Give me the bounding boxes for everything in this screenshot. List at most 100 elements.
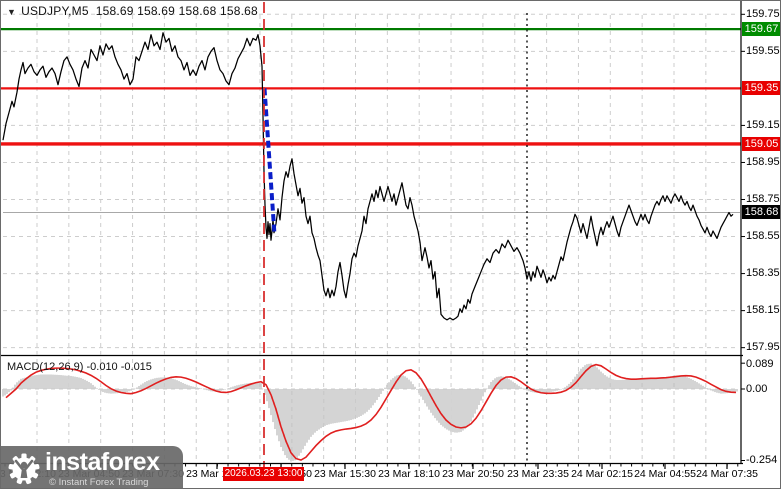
macd-histogram-bar bbox=[186, 384, 188, 389]
macd-histogram-bar bbox=[458, 389, 460, 433]
macd-histogram-bar bbox=[582, 366, 584, 389]
macd-histogram-bar bbox=[188, 385, 190, 389]
macd-histogram-bar bbox=[590, 363, 592, 389]
macd-histogram-bar bbox=[80, 377, 82, 389]
macd-histogram-bar bbox=[324, 389, 326, 426]
macd-histogram-bar bbox=[488, 385, 490, 389]
macd-histogram-bar bbox=[478, 389, 480, 406]
macd-histogram-bar bbox=[292, 389, 294, 461]
macd-histogram-bar bbox=[330, 389, 332, 424]
macd-histogram-bar bbox=[38, 374, 40, 389]
macd-histogram-bar bbox=[414, 386, 416, 389]
macd-histogram-bar bbox=[56, 374, 58, 389]
macd-histogram-bar bbox=[52, 374, 54, 389]
macd-histogram-bar bbox=[310, 389, 312, 437]
macd-histogram-bar bbox=[526, 389, 528, 391]
macd-histogram-bar bbox=[616, 380, 618, 389]
chart-menu-triangle-icon[interactable]: ▼ bbox=[7, 7, 17, 17]
macd-histogram-bar bbox=[400, 374, 402, 389]
macd-histogram-bar bbox=[580, 368, 582, 389]
macd-histogram-bar bbox=[614, 379, 616, 389]
macd-histogram-bar bbox=[592, 364, 594, 389]
macd-histogram-bar bbox=[622, 379, 624, 389]
macd-histogram-bar bbox=[666, 377, 668, 389]
macd-histogram-bar bbox=[596, 367, 598, 389]
macd-histogram-bar bbox=[74, 376, 76, 389]
macd-histogram-bar bbox=[194, 387, 196, 389]
price-badge: 159.35 bbox=[742, 81, 780, 96]
macd-histogram-bar bbox=[524, 389, 526, 390]
macd-histogram-bar bbox=[118, 389, 120, 394]
macd-histogram-bar bbox=[374, 389, 376, 403]
macd-histogram-bar bbox=[110, 389, 112, 394]
macd-histogram-bar bbox=[640, 378, 642, 389]
macd-histogram-bar bbox=[624, 379, 626, 389]
macd-histogram-bar bbox=[476, 389, 478, 410]
macd-histogram-bar bbox=[158, 377, 160, 389]
macd-histogram-bar bbox=[164, 377, 166, 389]
watermark-copyright: © Instant Forex Trading bbox=[49, 477, 149, 488]
macd-histogram-bar bbox=[386, 384, 388, 389]
macd-histogram-bar bbox=[304, 389, 306, 446]
macd-histogram-bar bbox=[412, 384, 414, 389]
macd-histogram-bar bbox=[106, 389, 108, 394]
macd-histogram-bar bbox=[228, 388, 230, 389]
macd-histogram-bar bbox=[420, 389, 422, 397]
time-axis-label: 24 Mar 02:15 bbox=[571, 468, 633, 480]
macd-histogram-bar bbox=[68, 375, 70, 389]
time-axis-label: 24 Mar 04:55 bbox=[634, 468, 696, 480]
macd-histogram-bar bbox=[492, 380, 494, 389]
macd-histogram-bar bbox=[716, 389, 718, 393]
macd-histogram-bar bbox=[402, 375, 404, 389]
macd-histogram-bar bbox=[462, 389, 464, 431]
macd-histogram-bar bbox=[550, 389, 552, 392]
macd-histogram-bar bbox=[626, 379, 628, 389]
macd-histogram-bar bbox=[470, 389, 472, 422]
macd-histogram-bar bbox=[238, 384, 240, 389]
macd-histogram-bar bbox=[652, 378, 654, 389]
macd-histogram-bar bbox=[352, 389, 354, 420]
macd-histogram-bar bbox=[290, 389, 292, 462]
macd-histogram-bar bbox=[138, 386, 140, 389]
macd-histogram-bar bbox=[162, 377, 164, 389]
macd-histogram-bar bbox=[672, 375, 674, 389]
macd-histogram-bar bbox=[22, 378, 24, 389]
macd-histogram-bar bbox=[30, 375, 32, 389]
macd-histogram-bar bbox=[610, 378, 612, 389]
macd-histogram-bar bbox=[126, 389, 128, 392]
macd-histogram-bar bbox=[452, 389, 454, 433]
macd-histogram-bar bbox=[570, 382, 572, 389]
macd-histogram-bar bbox=[54, 374, 56, 389]
macd-histogram-bar bbox=[674, 375, 676, 389]
macd-histogram-bar bbox=[240, 384, 242, 389]
macd-histogram-bar bbox=[644, 378, 646, 389]
macd-histogram-bar bbox=[504, 377, 506, 389]
price-axis-label: 158.75 bbox=[746, 193, 780, 205]
macd-histogram-bar bbox=[124, 389, 126, 393]
macd-histogram-bar bbox=[600, 371, 602, 389]
macd-axis-label: 0.00 bbox=[746, 382, 768, 395]
macd-histogram-bar bbox=[320, 389, 322, 429]
macd-histogram-bar bbox=[282, 389, 284, 452]
macd-histogram-bar bbox=[518, 385, 520, 389]
trade-line[interactable] bbox=[262, 88, 277, 235]
macd-histogram-bar bbox=[684, 376, 686, 389]
macd-histogram-bar bbox=[628, 379, 630, 389]
macd-histogram-bar bbox=[62, 375, 64, 389]
macd-histogram-bar bbox=[340, 389, 342, 423]
macd-histogram-bar bbox=[88, 382, 90, 389]
macd-histogram-bar bbox=[466, 389, 468, 428]
macd-histogram-bar bbox=[704, 386, 706, 389]
macd-histogram-bar bbox=[258, 383, 260, 389]
macd-histogram-bar bbox=[676, 375, 678, 389]
price-axis-label: 159.55 bbox=[746, 44, 780, 57]
macd-histogram-bar bbox=[448, 389, 450, 431]
macd-histogram-bar bbox=[572, 379, 574, 389]
macd-histogram-bar bbox=[406, 377, 408, 389]
macd-histogram-bar bbox=[250, 382, 252, 389]
macd-histogram-bar bbox=[368, 389, 370, 410]
macd-histogram-bar bbox=[100, 389, 102, 392]
ohlc-values: 158.69 158.69 158.68 158.68 bbox=[95, 4, 258, 18]
macd-histogram-bar bbox=[326, 389, 328, 425]
